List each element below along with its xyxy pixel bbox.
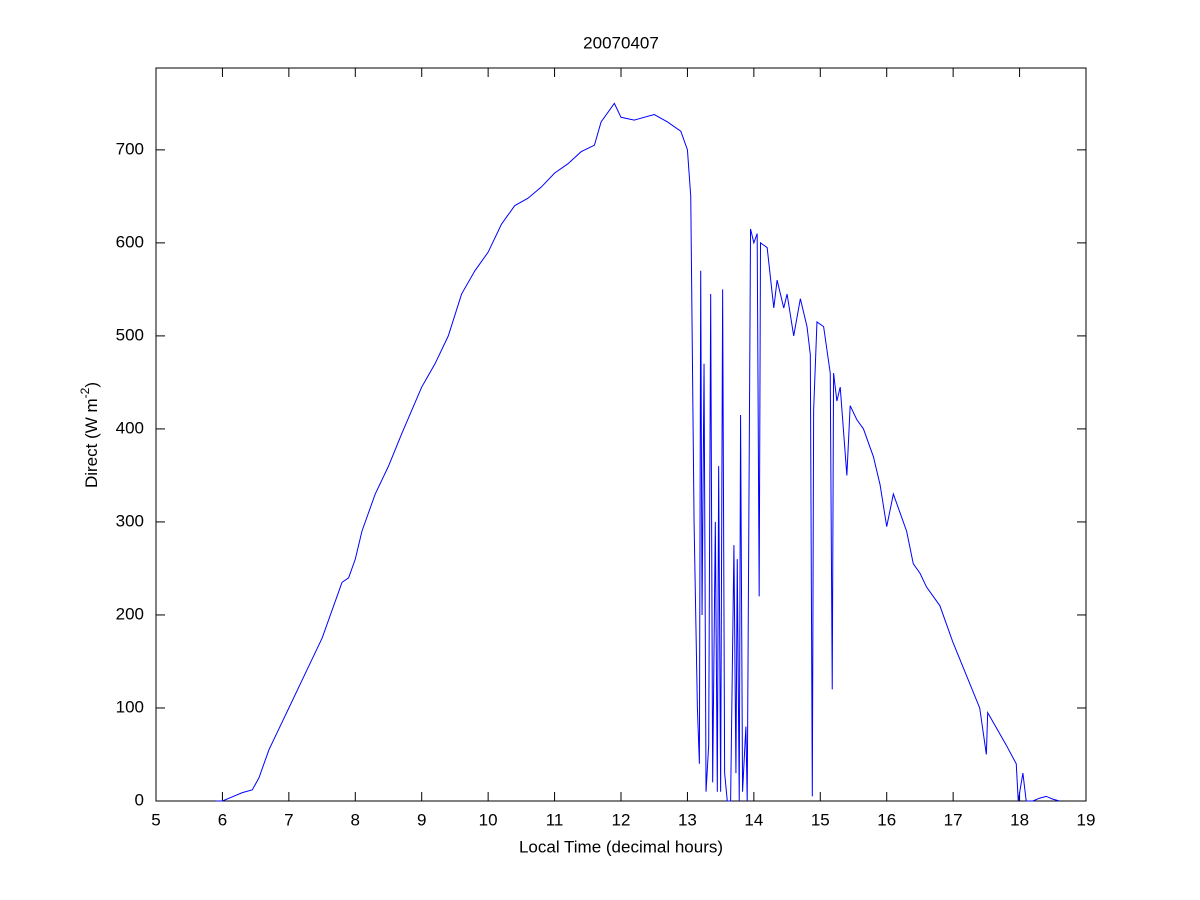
x-tick-label: 18: [1010, 810, 1029, 829]
y-axis-label: Direct (W m-2): [78, 382, 101, 488]
y-tick-label: 700: [116, 139, 144, 158]
y-label-text: Direct (W m: [82, 398, 101, 488]
y-label-suffix: ): [82, 382, 101, 388]
chart-title: 20070407: [583, 33, 659, 52]
x-tick-label: 11: [546, 810, 564, 829]
y-tick-label: 400: [116, 418, 144, 437]
x-tick-label: 8: [351, 810, 360, 829]
y-tick-label: 500: [116, 325, 144, 344]
x-tick-label: 16: [877, 810, 896, 829]
y-tick-label: 100: [116, 697, 144, 716]
x-tick-label: 7: [284, 810, 293, 829]
x-tick-label: 12: [612, 810, 631, 829]
x-tick-label: 10: [479, 810, 498, 829]
x-tick-label: 15: [811, 810, 830, 829]
x-tick-label: 13: [678, 810, 697, 829]
x-tick-label: 6: [218, 810, 227, 829]
x-tick-label: 19: [1077, 810, 1096, 829]
x-tick-label: 5: [151, 810, 160, 829]
y-tick-label: 600: [116, 232, 144, 251]
y-tick-label: 200: [116, 604, 144, 623]
y-tick-label: 0: [135, 790, 144, 809]
axes-box: [155, 67, 1087, 802]
x-axis-label: Local Time (decimal hours): [519, 837, 723, 856]
x-tick-label: 14: [744, 810, 763, 829]
data-line: [215, 102, 1060, 802]
x-tick-label: 17: [944, 810, 963, 829]
y-tick-label: 300: [116, 511, 144, 530]
x-tick-label: 9: [417, 810, 426, 829]
y-label-superscript: -2: [78, 387, 92, 398]
